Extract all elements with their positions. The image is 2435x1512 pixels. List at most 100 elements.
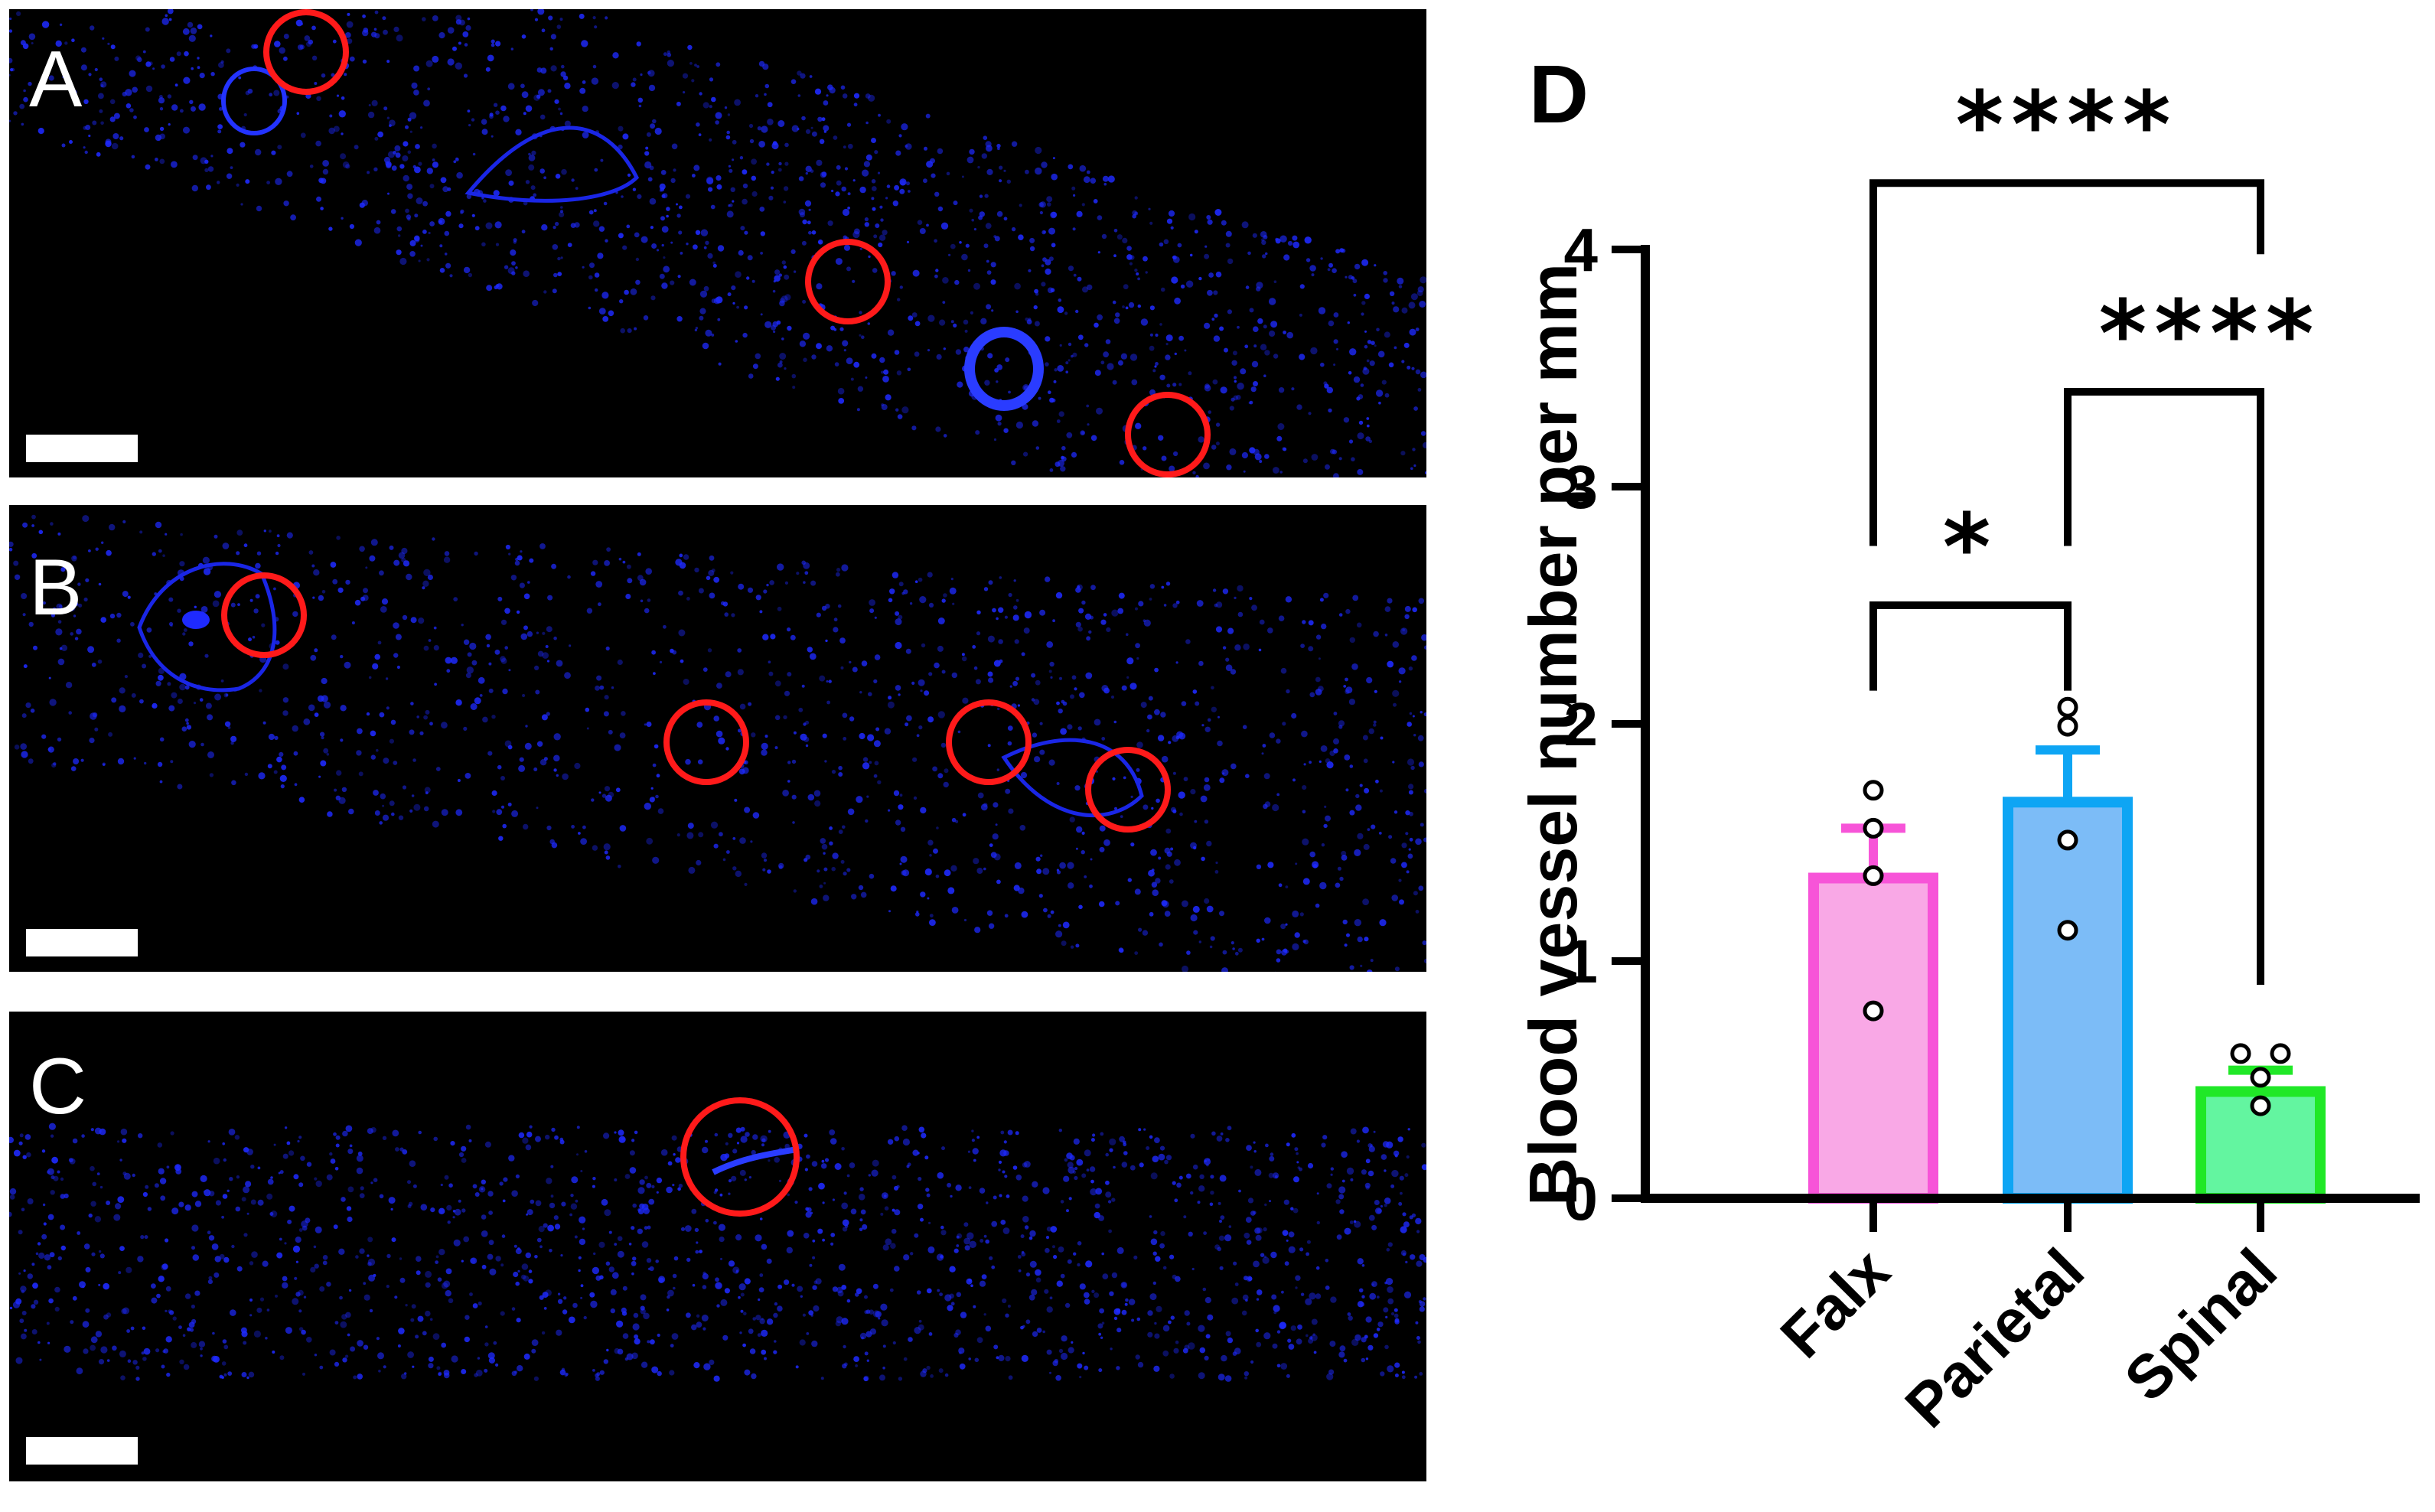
stain-speck [155,1348,160,1353]
stain-speck [910,1252,914,1256]
stain-speck [914,1327,921,1334]
stain-speck [610,1308,615,1314]
stain-speck [1256,938,1260,943]
stain-speck [795,1365,799,1369]
stain-speck [478,1301,482,1306]
stain-speck [632,77,637,82]
stain-speck [314,1177,318,1181]
stain-speck [882,1192,888,1199]
stain-speck [895,641,902,650]
stain-speck [601,292,609,299]
stain-speck [1041,264,1045,268]
stain-speck [90,712,97,720]
stain-speck [526,631,533,637]
stain-speck [315,1226,322,1233]
stain-speck [973,228,976,231]
stain-speck [703,1363,711,1370]
stain-speck [947,1305,953,1312]
stain-speck [1204,777,1210,783]
stain-speck [1045,1236,1050,1240]
stain-speck [73,556,77,559]
stain-speck [362,14,366,18]
stain-speck [1190,1133,1195,1139]
stain-speck [1284,1261,1289,1266]
stain-speck [580,1170,583,1172]
stain-speck [872,1283,878,1289]
stain-speck [208,1276,213,1280]
stain-speck [1061,456,1067,462]
stain-speck [755,353,761,360]
stain-speck [1101,233,1107,240]
stain-speck [425,1310,431,1317]
stain-speck [891,1228,897,1234]
stain-speck [640,73,643,77]
stain-speck [1250,1211,1256,1216]
stain-speck [983,1234,987,1238]
stain-speck [1021,652,1025,657]
stain-speck [220,679,224,683]
stain-speck [990,262,996,268]
stain-speck [725,671,732,678]
stain-speck [1003,428,1009,433]
stain-speck [1302,620,1306,624]
stain-speck [1404,605,1411,612]
stain-speck [508,1155,515,1162]
stain-speck [1359,784,1363,787]
stain-speck [1191,1267,1195,1271]
stain-speck [618,233,624,239]
stain-speck [80,758,84,762]
stain-speck [1214,603,1218,608]
stain-speck [141,1351,145,1355]
stain-speck [862,1224,868,1230]
stain-speck [1009,685,1012,688]
stain-speck [800,1295,804,1298]
stain-speck [1275,237,1279,242]
stain-speck [433,1136,438,1142]
stain-speck [533,767,538,771]
stain-speck [915,912,920,917]
stain-speck [1383,1307,1389,1313]
stain-speck [1129,354,1138,361]
stain-speck [830,1233,836,1237]
stain-speck [279,47,285,54]
stain-speck [883,369,889,375]
stain-speck [407,150,412,155]
stain-speck [634,232,640,238]
stain-speck [1105,1191,1112,1198]
stain-speck [895,685,901,691]
stain-speck [892,572,899,578]
stain-speck [1376,327,1380,332]
stain-speck [657,808,664,814]
stain-speck [761,1243,768,1250]
stain-speck [1065,370,1068,374]
stain-speck [191,184,198,192]
stain-speck [1211,318,1215,321]
stain-speck [1007,725,1013,731]
stain-speck [716,683,722,689]
stain-speck [470,1257,478,1264]
stain-speck [159,1178,167,1185]
stain-speck [1149,389,1156,396]
stain-speck [1410,1254,1416,1260]
stain-speck [816,612,821,618]
stain-speck [442,186,449,193]
stain-speck [634,1338,641,1345]
stain-speck [1270,1251,1277,1259]
stain-speck [1149,1293,1157,1301]
stain-speck [356,1167,363,1175]
stain-speck [749,138,755,144]
stain-speck [590,571,596,576]
stain-speck [1159,1243,1165,1249]
stain-speck [1384,606,1391,612]
stain-speck [1296,1338,1302,1345]
stain-speck [1221,967,1228,972]
stain-speck [1084,613,1092,620]
stain-speck [484,1342,489,1347]
stain-speck [595,581,603,588]
stain-speck [446,669,451,673]
stain-speck [521,34,526,39]
stain-speck [113,1214,121,1221]
stain-speck [956,1292,962,1298]
stain-speck [863,161,870,168]
stain-speck [986,168,993,175]
